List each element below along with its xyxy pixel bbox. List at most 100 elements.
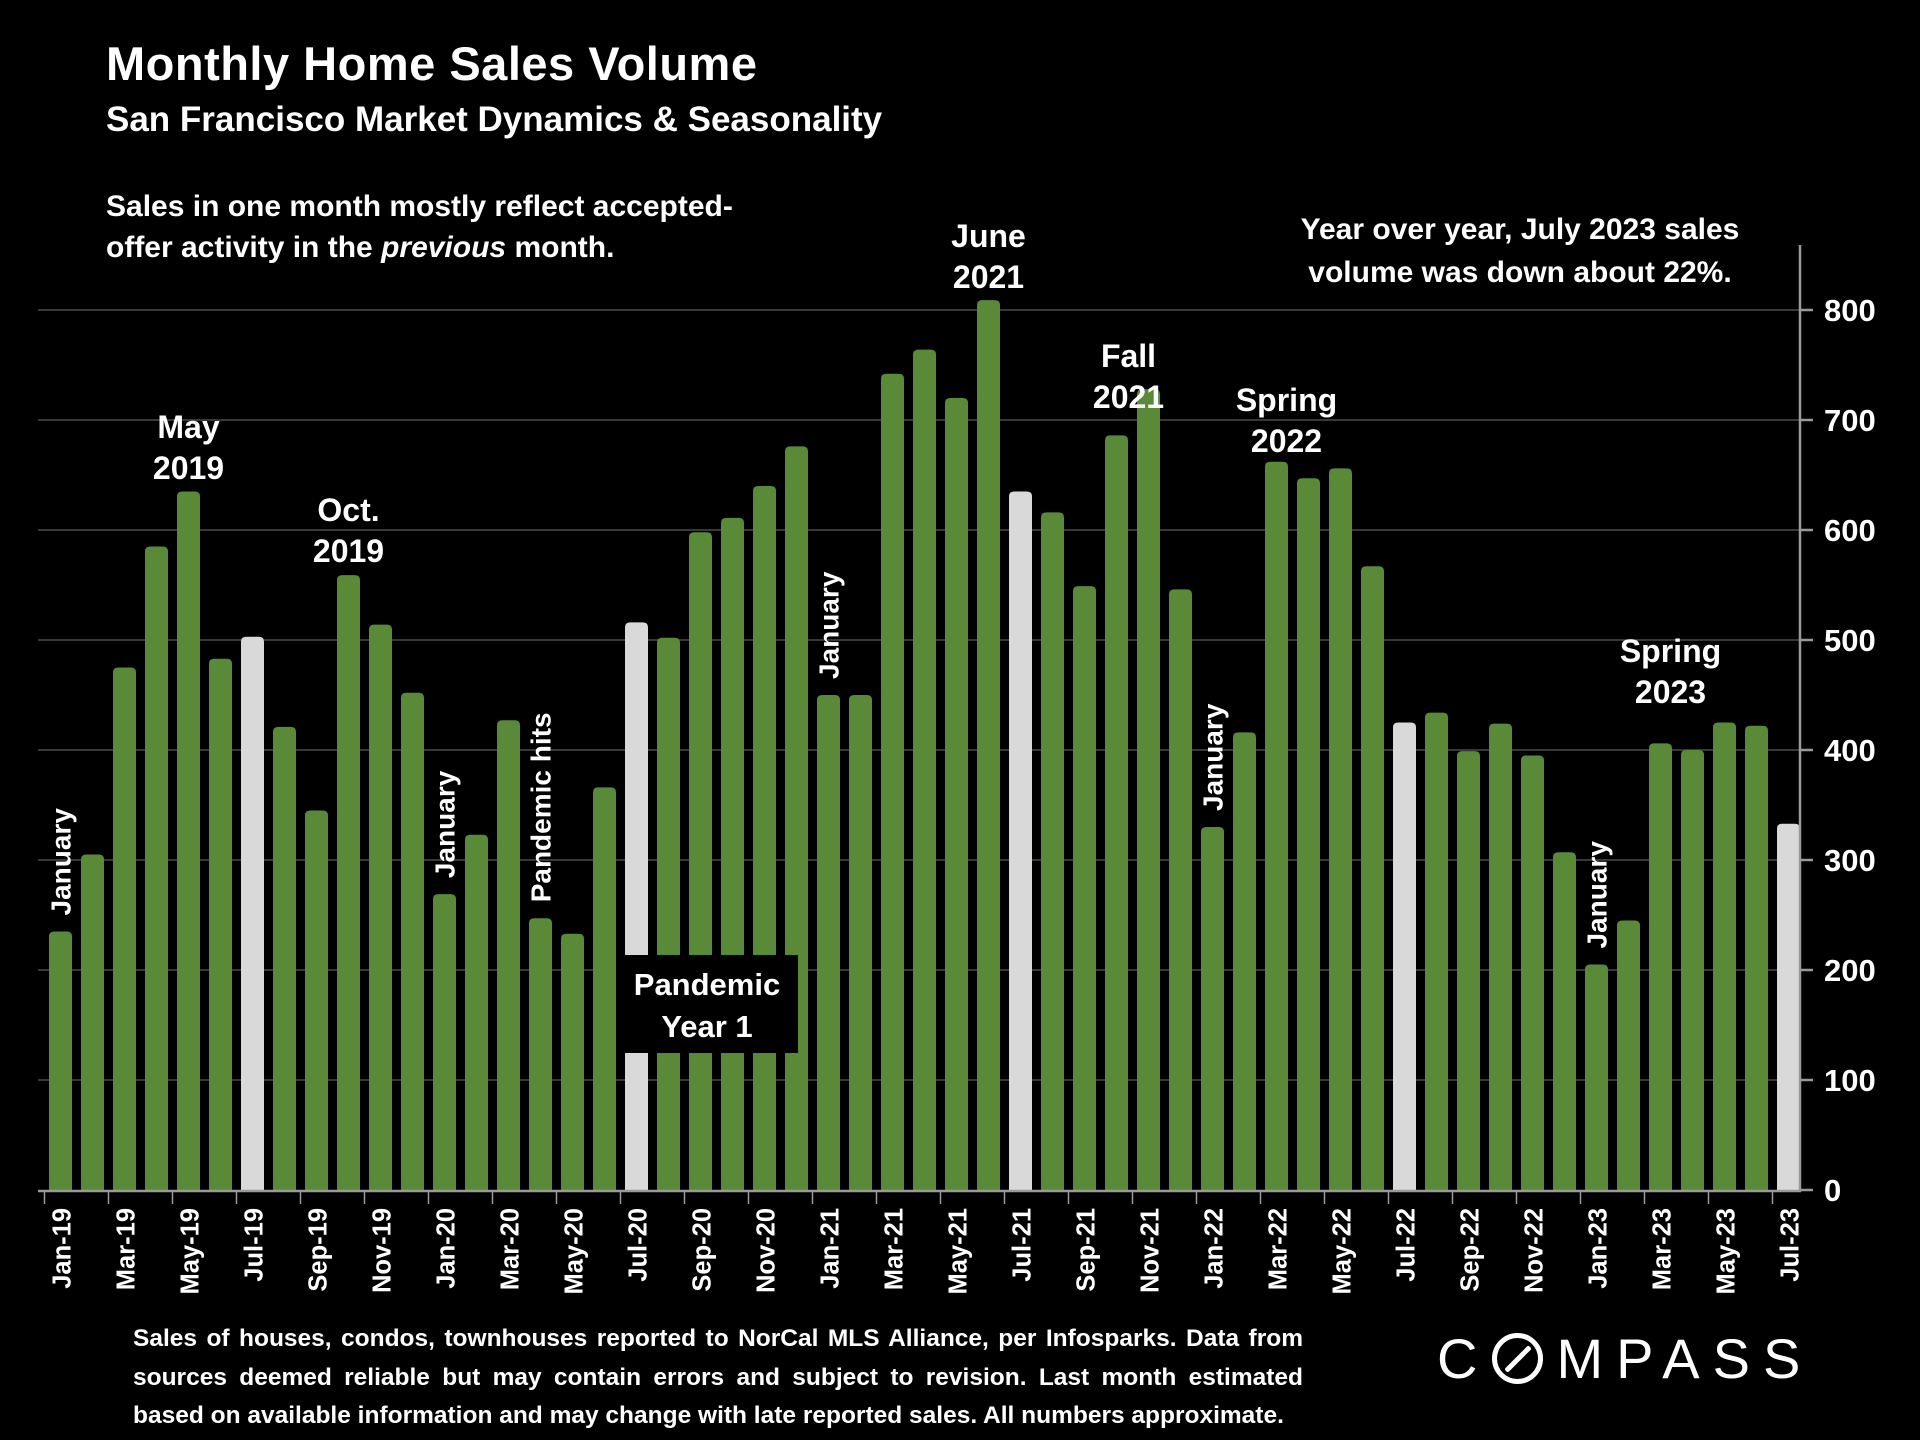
- x-tick-label: May-21: [945, 1208, 973, 1294]
- bar-Aug-19: [273, 726, 296, 1190]
- bar-Oct-20: [721, 517, 744, 1190]
- bar-Nov-20: [753, 486, 776, 1190]
- bar-Aug-20: [657, 637, 680, 1190]
- x-tick-label: Mar-19: [113, 1208, 141, 1290]
- bar-Feb-22: [1233, 732, 1256, 1190]
- bar-Jan-19: [49, 931, 72, 1190]
- x-tick-label: Jan-20: [433, 1208, 461, 1289]
- callout-annotation: May: [157, 409, 219, 445]
- y-tick-label: 400: [1824, 733, 1876, 768]
- bar-Jun-22: [1361, 566, 1384, 1190]
- logo-letters-mpass: MPASS: [1556, 1327, 1814, 1390]
- bar-Jun-19: [209, 658, 232, 1190]
- yoy-note-line2: volume was down about 22%.: [1308, 256, 1732, 289]
- bar-Jul-20: [625, 622, 648, 1190]
- callout-annotation: 2022: [1251, 423, 1322, 459]
- callout-annotation: 2019: [153, 450, 224, 486]
- bar-Jun-20: [593, 787, 616, 1190]
- x-tick-label: Mar-20: [497, 1208, 525, 1290]
- bar-Jan-20: [433, 894, 456, 1190]
- callout-annotation: 2023: [1635, 674, 1706, 710]
- y-tick-label: 800: [1824, 293, 1876, 328]
- yoy-note: Year over year, July 2023 sales volume w…: [1255, 208, 1785, 294]
- y-tick-label: 600: [1824, 513, 1876, 548]
- bar-Sep-22: [1457, 751, 1480, 1190]
- left-note-line2-post: month.: [506, 231, 615, 264]
- y-tick-label: 500: [1824, 623, 1876, 658]
- bar-Dec-22: [1553, 852, 1576, 1190]
- left-note: Sales in one month mostly reflect accept…: [106, 186, 733, 268]
- bar-May-21: [945, 398, 968, 1190]
- bar-Feb-20: [465, 834, 488, 1190]
- bar-Apr-21: [913, 349, 936, 1191]
- page-title: Monthly Home Sales Volume: [106, 37, 758, 90]
- x-tick-label: Nov-21: [1137, 1208, 1165, 1293]
- x-tick-label: Jul-23: [1777, 1208, 1805, 1282]
- bar-Apr-22: [1297, 478, 1320, 1190]
- bar-May-23: [1713, 722, 1736, 1190]
- x-tick-label: May-19: [177, 1208, 205, 1294]
- bar-Oct-21: [1105, 435, 1128, 1190]
- bar-Mar-23: [1649, 743, 1672, 1190]
- x-tick-label: Jul-20: [625, 1208, 653, 1282]
- rotated-annotation: January: [814, 571, 845, 679]
- y-tick-label: 100: [1824, 1063, 1876, 1098]
- y-tick-label: 700: [1824, 403, 1876, 438]
- bar-Aug-21: [1041, 512, 1064, 1190]
- bar-Oct-22: [1489, 723, 1512, 1190]
- bar-Nov-19: [369, 624, 392, 1190]
- rotated-annotation: January: [1582, 841, 1613, 949]
- x-tick-label: Sep-19: [305, 1208, 333, 1292]
- rotated-annotation: January: [1198, 703, 1229, 811]
- y-tick-label: 300: [1824, 843, 1876, 878]
- x-tick-label: May-20: [561, 1208, 589, 1294]
- rotated-annotation: January: [46, 808, 77, 916]
- x-tick-label: Mar-21: [881, 1208, 909, 1290]
- callout-annotation: 2019: [313, 533, 384, 569]
- left-note-line2-pre: offer activity in the: [106, 231, 382, 264]
- bar-Feb-21: [849, 695, 872, 1190]
- x-tick-label: Nov-19: [369, 1208, 397, 1293]
- x-tick-label: Jan-21: [817, 1208, 845, 1289]
- pandemic-year1-box: [616, 955, 798, 1053]
- bar-Jun-21: [977, 300, 1000, 1191]
- bar-Feb-19: [81, 854, 104, 1190]
- x-tick-label: Jan-23: [1585, 1208, 1613, 1289]
- callout-annotation: 2021: [1093, 379, 1164, 415]
- compass-logo: C MPASS: [1437, 1326, 1813, 1391]
- bar-Dec-21: [1169, 589, 1192, 1190]
- rotated-annotation: Pandemic hits: [526, 712, 557, 902]
- bar-May-20: [561, 933, 584, 1190]
- callout-annotation: 2021: [953, 259, 1024, 295]
- bar-Jul-19: [241, 636, 264, 1190]
- pandemic-year1-line1: Pandemic: [634, 967, 780, 1002]
- y-tick-label: 200: [1824, 953, 1876, 988]
- bar-Jan-22: [1201, 827, 1224, 1190]
- x-tick-label: Jul-21: [1009, 1208, 1037, 1282]
- bar-Sep-20: [689, 532, 712, 1190]
- bar-Mar-20: [497, 720, 520, 1190]
- callout-annotation: Oct.: [317, 492, 379, 528]
- left-note-italic: previous: [381, 231, 507, 264]
- page-subtitle: San Francisco Market Dynamics & Seasonal…: [106, 100, 883, 139]
- left-note-line1: Sales in one month mostly reflect accept…: [106, 190, 733, 223]
- pandemic-year1-line2: Year 1: [661, 1009, 752, 1044]
- x-tick-label: May-23: [1713, 1208, 1741, 1294]
- bar-Apr-20: [529, 918, 552, 1190]
- compass-needle-icon: [1492, 1333, 1544, 1384]
- bar-Sep-21: [1073, 586, 1096, 1190]
- x-tick-label: Jul-22: [1393, 1208, 1421, 1282]
- x-tick-label: Jul-19: [241, 1208, 269, 1282]
- bar-Nov-21: [1137, 389, 1160, 1190]
- callout-annotation: Spring: [1236, 382, 1337, 418]
- bar-May-19: [177, 491, 200, 1190]
- bar-Mar-21: [881, 373, 904, 1190]
- x-tick-label: May-22: [1329, 1208, 1357, 1294]
- bar-Jul-21: [1009, 491, 1032, 1190]
- footnote: Sales of houses, condos, townhouses repo…: [133, 1325, 1303, 1429]
- yoy-note-line1: Year over year, July 2023 sales: [1300, 213, 1740, 246]
- bar-Nov-22: [1521, 755, 1544, 1190]
- bar-May-22: [1329, 468, 1352, 1190]
